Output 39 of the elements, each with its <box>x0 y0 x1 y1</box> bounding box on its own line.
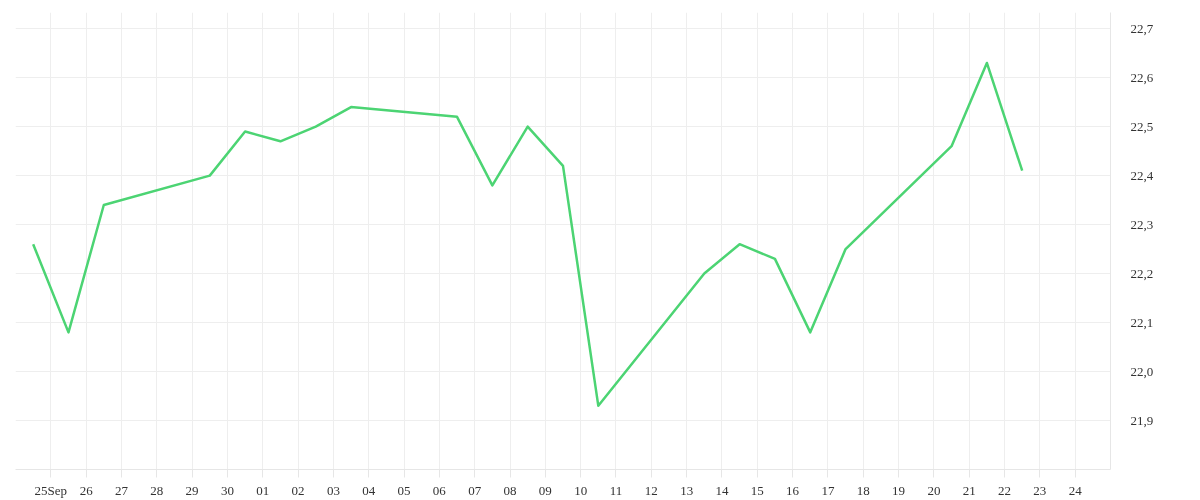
x-tick-label: 05 <box>397 482 411 498</box>
x-tick-label: 09 <box>538 482 552 498</box>
x-tick-label: 29 <box>185 482 199 498</box>
x-tick-label: 27 <box>114 482 129 498</box>
x-tick-label: 20 <box>927 482 941 498</box>
x-tick-label: 14 <box>715 482 729 498</box>
x-tick-label: 13 <box>680 482 694 498</box>
x-tick-label: 06 <box>432 482 447 498</box>
y-tick-label: 22,0 <box>1130 363 1154 379</box>
x-tick-label: 16 <box>786 482 800 498</box>
x-tick-label: 28 <box>150 482 164 498</box>
x-tick-label: 24 <box>1068 482 1083 498</box>
x-tick-label: 26 <box>79 482 94 498</box>
x-tick-label: 22 <box>998 482 1012 498</box>
x-tick-label: 11 <box>609 482 623 498</box>
x-tick-label: 07 <box>468 482 482 498</box>
y-tick-label: 22,6 <box>1130 69 1154 85</box>
x-tick-label: 15 <box>750 482 764 498</box>
x-tick-label: 03 <box>326 482 340 498</box>
x-tick-label: 08 <box>503 482 517 498</box>
y-tick-label: 22,3 <box>1130 216 1154 232</box>
y-tick-label: 22,4 <box>1130 167 1154 183</box>
x-tick-label: 17 <box>821 482 835 498</box>
x-tick-label: 23 <box>1033 482 1047 498</box>
y-tick-label: 21,9 <box>1130 412 1154 428</box>
x-tick-label: 01 <box>256 482 270 498</box>
x-tick-label: 02 <box>291 482 305 498</box>
x-tick-label: 30 <box>220 482 234 498</box>
y-tick-label: 22,5 <box>1130 118 1154 134</box>
x-tick-label: 04 <box>362 482 376 498</box>
y-tick-label: 22,7 <box>1130 20 1154 36</box>
x-tick-label: 25Sep <box>34 482 68 498</box>
x-tick-label: 19 <box>892 482 906 498</box>
x-tick-label: 12 <box>644 482 658 498</box>
x-tick-label: 21 <box>962 482 976 498</box>
x-tick-label: 18 <box>856 482 870 498</box>
x-tick-label: 10 <box>574 482 588 498</box>
y-tick-label: 22,1 <box>1130 314 1154 330</box>
y-tick-label: 22,2 <box>1130 265 1154 281</box>
